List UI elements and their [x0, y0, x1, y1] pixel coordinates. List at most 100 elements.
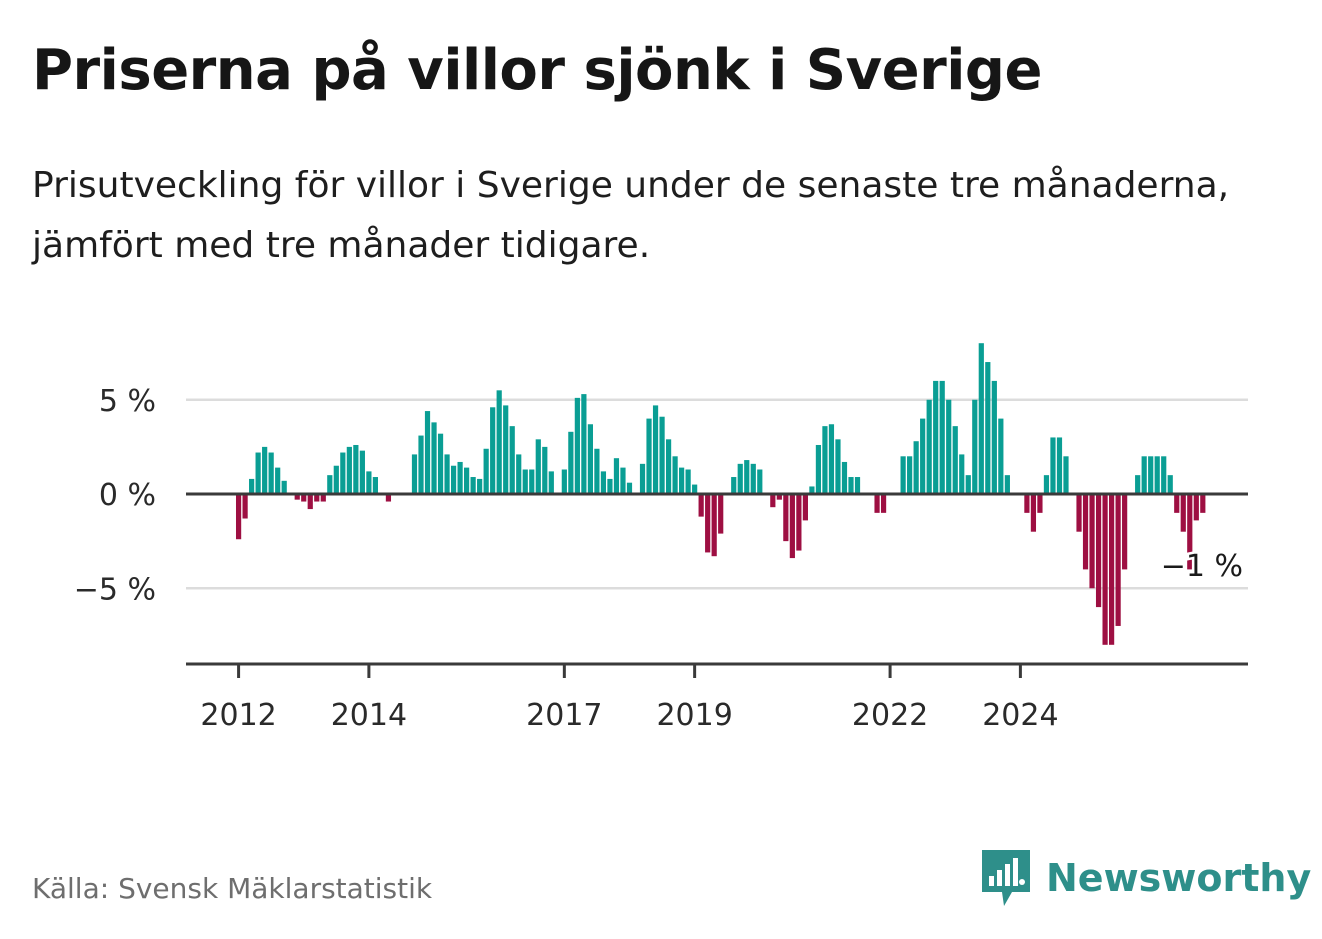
bar	[542, 446, 548, 495]
bar	[1037, 494, 1043, 513]
brand-logo[interactable]: Newsworthy	[980, 848, 1311, 908]
bar	[411, 454, 418, 494]
bar	[327, 475, 333, 494]
bar	[1043, 475, 1050, 494]
bar	[607, 478, 613, 494]
bar	[1004, 475, 1010, 494]
bar	[796, 494, 802, 551]
bar-series	[235, 343, 1206, 645]
bar	[235, 494, 242, 540]
bar	[952, 426, 958, 494]
bar	[770, 494, 776, 508]
y-tick-label: −5 %	[74, 572, 156, 607]
bar	[314, 494, 320, 502]
bar	[333, 465, 339, 495]
bar	[275, 467, 281, 494]
bar	[437, 433, 444, 494]
bar	[874, 494, 880, 513]
bar	[1193, 494, 1199, 521]
bar	[255, 452, 261, 494]
bar	[385, 494, 392, 502]
source-note: Källa: Svensk Mäklarstatistik	[32, 872, 433, 905]
bar	[600, 471, 607, 494]
bar	[646, 418, 652, 494]
bar	[1174, 494, 1180, 513]
bar	[626, 482, 633, 494]
bar	[418, 435, 424, 494]
bar	[483, 448, 489, 494]
chart-subtitle: Prisutveckling för villor i Sverige unde…	[32, 165, 1230, 266]
bar	[939, 380, 945, 494]
bar	[907, 456, 913, 494]
y-tick-label: 5 %	[99, 384, 156, 419]
bar	[692, 484, 698, 494]
bar	[477, 478, 483, 494]
bar	[848, 477, 854, 494]
bar	[789, 494, 795, 559]
bar	[1122, 494, 1128, 570]
bar	[581, 394, 587, 495]
bar	[854, 477, 861, 494]
bar	[503, 405, 509, 494]
bar	[346, 446, 352, 495]
bar	[1180, 494, 1186, 532]
bar	[705, 494, 711, 553]
bar	[1167, 475, 1173, 494]
bar	[424, 411, 431, 494]
bar	[301, 494, 307, 502]
bar	[718, 494, 724, 534]
bar	[946, 399, 952, 494]
bar	[802, 494, 808, 521]
bar	[652, 405, 659, 494]
bar	[920, 418, 926, 494]
bar	[685, 469, 691, 495]
bar	[464, 467, 470, 494]
bar	[509, 426, 515, 494]
bar	[998, 418, 1004, 494]
bar	[900, 456, 906, 494]
bar	[828, 424, 835, 494]
bar	[822, 426, 828, 494]
bar	[1135, 475, 1141, 494]
bar	[933, 380, 939, 494]
bar	[249, 478, 255, 494]
bar	[366, 471, 372, 494]
bar	[1076, 494, 1082, 532]
bar	[672, 456, 678, 494]
bar	[841, 461, 848, 494]
bar	[620, 467, 626, 494]
bar	[1200, 494, 1206, 513]
bar	[1187, 494, 1193, 570]
bar	[444, 454, 450, 494]
bar	[1148, 456, 1154, 494]
bar	[1050, 437, 1056, 494]
bar	[359, 450, 365, 494]
bar	[307, 494, 313, 510]
bar	[470, 477, 476, 494]
bar	[1161, 456, 1167, 494]
gridlines	[186, 398, 1248, 590]
bar	[757, 469, 763, 495]
bar	[880, 494, 887, 513]
bar	[431, 422, 437, 494]
bar	[294, 494, 300, 500]
bar	[737, 463, 743, 494]
bar	[1102, 494, 1108, 645]
newsworthy-logo-icon	[982, 850, 1030, 906]
x-tick-label: 2024	[982, 698, 1058, 733]
bar	[496, 390, 502, 494]
bar	[372, 477, 378, 494]
y-axis: 5 % 0 % −5 %	[74, 384, 156, 608]
bar	[568, 431, 574, 494]
bar	[529, 469, 535, 495]
bar	[698, 494, 704, 517]
bar	[535, 439, 541, 494]
bar	[1024, 494, 1030, 513]
bar	[776, 494, 782, 500]
bar	[1030, 494, 1037, 532]
bar	[991, 380, 997, 494]
bar	[1141, 456, 1147, 494]
bar	[548, 471, 554, 494]
bar	[613, 458, 620, 494]
bar	[744, 460, 750, 494]
